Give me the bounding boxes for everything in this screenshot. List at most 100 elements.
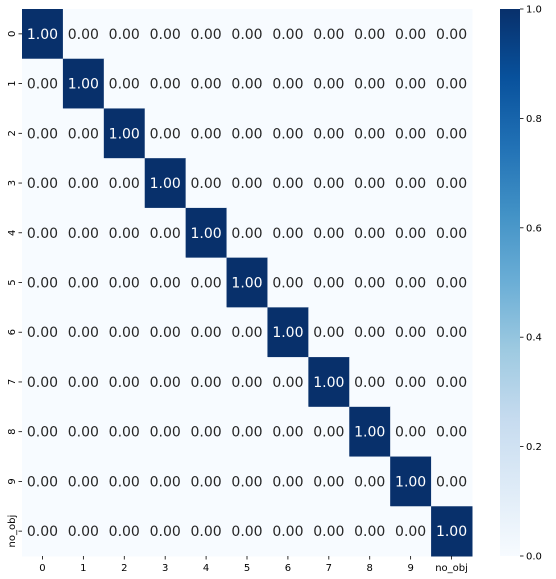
cell-5-7 [308,257,350,308]
cell-7-5 [226,357,268,408]
cell-label: 0.00 [191,375,222,391]
cell-4-0 [22,207,64,259]
cell-label: 1.00 [313,375,344,391]
y-tick-label: 3 [7,180,18,186]
cell-1-6 [267,58,309,109]
cell-5-9 [390,257,432,308]
cell-9-4 [185,456,228,507]
cell-label: 0.00 [395,226,426,242]
cell-label: 0.00 [354,126,385,142]
colorbar-tick-label: 1.0 [526,5,542,16]
cell-label: 0.00 [68,425,99,441]
cell-3-1 [62,158,105,209]
cell-no_obj-8 [349,506,391,557]
cell-0-5 [226,9,268,60]
cell-label: 0.00 [109,375,140,391]
cell-label: 0.00 [436,425,467,441]
cell-label: 0.00 [27,425,58,441]
cell-6-3 [144,307,187,358]
cell-7-no_obj [431,357,473,408]
cell-9-7 [308,456,350,507]
cell-label: 0.00 [436,325,467,341]
colorbar-tick-label: 0.2 [526,442,542,453]
colorbar-tick-label: 0.8 [526,114,542,125]
cell-label: 0.00 [191,77,222,93]
cell-3-4 [185,158,228,209]
cell-label: 0.00 [231,425,262,441]
cell-label: 0.00 [395,524,426,540]
cell-6-6 [267,307,309,358]
cell-label: 0.00 [313,126,344,142]
cell-label: 0.00 [27,176,58,192]
cell-label: 0.00 [109,325,140,341]
cell-label: 0.00 [313,524,344,540]
cell-label: 1.00 [150,176,181,192]
cell-8-no_obj [431,406,473,458]
cell-0-1 [62,9,105,60]
cell-label: 0.00 [354,27,385,43]
cell-5-2 [103,257,146,308]
cell-5-5 [226,257,268,308]
cell-label: 0.00 [109,474,140,490]
cell-5-0 [22,257,64,308]
cell-1-2 [103,58,146,109]
y-tick-label: 6 [7,329,18,335]
cell-label: 0.00 [395,126,426,142]
x-tick-label: 0 [39,563,45,574]
cell-label: 0.00 [436,27,467,43]
cell-label: 0.00 [354,276,385,292]
cell-label: 0.00 [150,226,181,242]
cell-1-8 [349,58,391,109]
cell-label: 0.00 [231,77,262,93]
y-tick-label: no_obj [7,515,18,548]
cell-label: 1.00 [436,524,467,540]
cell-1-0 [22,58,64,109]
cell-1-9 [390,58,432,109]
cell-label: 0.00 [231,27,262,43]
cell-label: 0.00 [395,375,426,391]
cell-label: 0.00 [150,27,181,43]
cell-9-1 [62,456,105,507]
cell-label: 0.00 [313,77,344,93]
cell-label: 0.00 [272,27,303,43]
cell-9-6 [267,456,309,507]
cell-label: 0.00 [313,27,344,43]
cell-no_obj-6 [267,506,309,557]
cell-label: 0.00 [191,176,222,192]
cell-no_obj-1 [62,506,105,557]
cell-label: 0.00 [27,126,58,142]
cell-3-7 [308,158,350,209]
cell-label: 0.00 [436,474,467,490]
cell-1-no_obj [431,58,473,109]
cell-label: 0.00 [109,77,140,93]
cell-label: 0.00 [231,474,262,490]
x-axis-ticks: 0 1 2 3 4 5 6 7 8 9 no_obj [39,556,468,574]
cell-label: 0.00 [150,524,181,540]
cell-2-5 [226,108,268,159]
cell-label: 0.00 [395,27,426,43]
cell-3-0 [22,158,64,209]
x-tick-label: 2 [121,563,127,574]
cell-label: 0.00 [109,524,140,540]
cell-no_obj-5 [226,506,268,557]
cell-label: 0.00 [191,27,222,43]
cell-8-4 [185,406,228,458]
cell-3-6 [267,158,309,209]
cell-label: 0.00 [191,325,222,341]
cell-2-7 [308,108,350,159]
cell-label: 1.00 [272,325,303,341]
cell-label: 0.00 [272,474,303,490]
cell-3-5 [226,158,268,209]
cell-label: 0.00 [436,77,467,93]
cell-label: 0.00 [272,524,303,540]
cell-4-4 [185,207,228,259]
cell-9-3 [144,456,187,507]
cell-label: 0.00 [272,176,303,192]
cell-label: 0.00 [191,425,222,441]
cell-label: 0.00 [272,425,303,441]
cell-2-4 [185,108,228,159]
cell-label: 1.00 [109,126,140,142]
cell-2-no_obj [431,108,473,159]
cell-4-1 [62,207,105,259]
cell-2-8 [349,108,391,159]
